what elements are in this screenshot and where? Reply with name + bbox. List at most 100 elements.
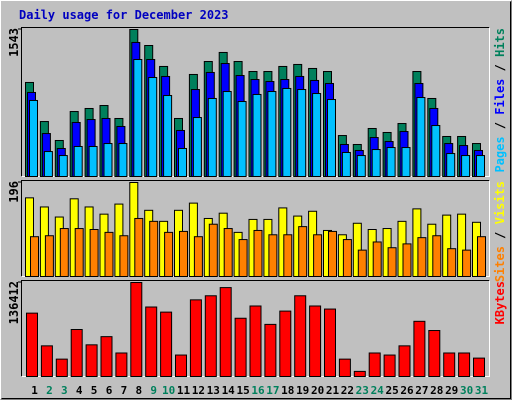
bar bbox=[89, 229, 99, 277]
y-tick-label: 196 bbox=[7, 181, 21, 203]
bar bbox=[328, 230, 337, 277]
x-tick-label: 29 bbox=[445, 384, 458, 397]
bar bbox=[43, 151, 53, 178]
x-tick-label: 4 bbox=[76, 384, 83, 397]
bar bbox=[443, 352, 456, 378]
x-tick-label: 7 bbox=[121, 384, 128, 397]
y-tick-label: 1543 bbox=[7, 28, 21, 57]
bar bbox=[432, 235, 442, 277]
bar bbox=[149, 220, 159, 277]
bar bbox=[237, 101, 247, 177]
bar bbox=[446, 153, 456, 177]
bar bbox=[442, 214, 452, 277]
legend-separator: / bbox=[493, 57, 507, 79]
bar bbox=[234, 317, 247, 377]
chart-title: Daily usage for December 2023 bbox=[19, 8, 229, 22]
bar bbox=[447, 248, 457, 277]
x-tick-label: 15 bbox=[236, 384, 249, 397]
x-tick-label: 9 bbox=[150, 384, 157, 397]
x-tick-label: 19 bbox=[296, 384, 309, 397]
bar bbox=[100, 336, 113, 378]
x-tick-label: 23 bbox=[356, 384, 369, 397]
bar bbox=[398, 345, 411, 378]
bar bbox=[428, 330, 441, 377]
panel-edge-dark bbox=[21, 27, 490, 177]
x-tick-label: 30 bbox=[460, 384, 473, 397]
bar bbox=[294, 295, 307, 377]
legend-separator: / bbox=[493, 115, 507, 137]
bar bbox=[283, 234, 293, 278]
x-tick-label: 18 bbox=[281, 384, 294, 397]
bar bbox=[387, 247, 397, 277]
bar bbox=[371, 149, 381, 177]
x-tick-label: 2 bbox=[46, 384, 53, 397]
bar bbox=[372, 241, 382, 278]
bar bbox=[298, 226, 308, 278]
x-tick-label: 25 bbox=[385, 384, 398, 397]
bar bbox=[204, 295, 217, 377]
bar bbox=[103, 143, 113, 177]
bar bbox=[88, 145, 98, 178]
bar bbox=[115, 352, 128, 378]
bar bbox=[26, 312, 38, 377]
bar bbox=[267, 91, 277, 177]
bar bbox=[55, 358, 68, 378]
bar bbox=[223, 228, 233, 277]
bar bbox=[264, 323, 277, 378]
bar bbox=[189, 299, 202, 377]
bar bbox=[44, 235, 54, 277]
bar bbox=[476, 155, 485, 178]
bar bbox=[145, 306, 158, 377]
x-tick-label: 24 bbox=[371, 384, 385, 397]
legend: Sites / Visits bbox=[493, 181, 507, 282]
bar bbox=[268, 234, 278, 278]
y-tick-label: 136412 bbox=[7, 281, 21, 324]
bar bbox=[73, 145, 83, 178]
legend-entry: Hits bbox=[493, 28, 507, 57]
bar bbox=[309, 305, 322, 377]
bar bbox=[238, 239, 248, 277]
bar bbox=[160, 311, 173, 378]
bar bbox=[341, 151, 351, 177]
x-tick-label: 16 bbox=[251, 384, 265, 397]
x-tick-label: 17 bbox=[266, 384, 279, 397]
bar bbox=[74, 228, 84, 277]
legend-separator: / bbox=[493, 224, 507, 246]
x-tick-label: 11 bbox=[177, 384, 191, 397]
x-tick-label: 21 bbox=[326, 384, 340, 397]
x-tick-label: 31 bbox=[475, 384, 489, 397]
bar bbox=[104, 231, 114, 277]
bar bbox=[85, 344, 98, 378]
bar bbox=[413, 320, 426, 377]
bar bbox=[473, 357, 485, 378]
bar bbox=[457, 213, 467, 277]
bar bbox=[119, 235, 129, 277]
bar bbox=[249, 305, 262, 377]
bar bbox=[324, 308, 336, 377]
bar bbox=[368, 352, 381, 378]
bar bbox=[401, 147, 411, 178]
bar bbox=[59, 228, 69, 277]
bar bbox=[58, 155, 68, 178]
x-tick-label: 1 bbox=[31, 384, 38, 397]
bar bbox=[208, 223, 218, 277]
x-tick-label: 12 bbox=[192, 384, 205, 397]
legend: Pages / Files / Hits bbox=[493, 28, 507, 173]
bar bbox=[70, 329, 83, 377]
bar bbox=[416, 97, 426, 177]
bar bbox=[279, 310, 292, 378]
x-tick-label: 3 bbox=[61, 384, 68, 397]
panel-edge-dark bbox=[21, 180, 490, 277]
legend-entry: KBytes bbox=[493, 281, 507, 324]
bar bbox=[30, 236, 39, 277]
bar bbox=[402, 243, 412, 277]
bar bbox=[431, 125, 441, 177]
bar bbox=[357, 249, 367, 278]
bar bbox=[163, 95, 173, 177]
x-tick-label: 14 bbox=[222, 384, 236, 397]
bar bbox=[40, 345, 53, 378]
bar bbox=[477, 236, 486, 277]
bar bbox=[282, 87, 292, 177]
bar bbox=[417, 237, 427, 277]
